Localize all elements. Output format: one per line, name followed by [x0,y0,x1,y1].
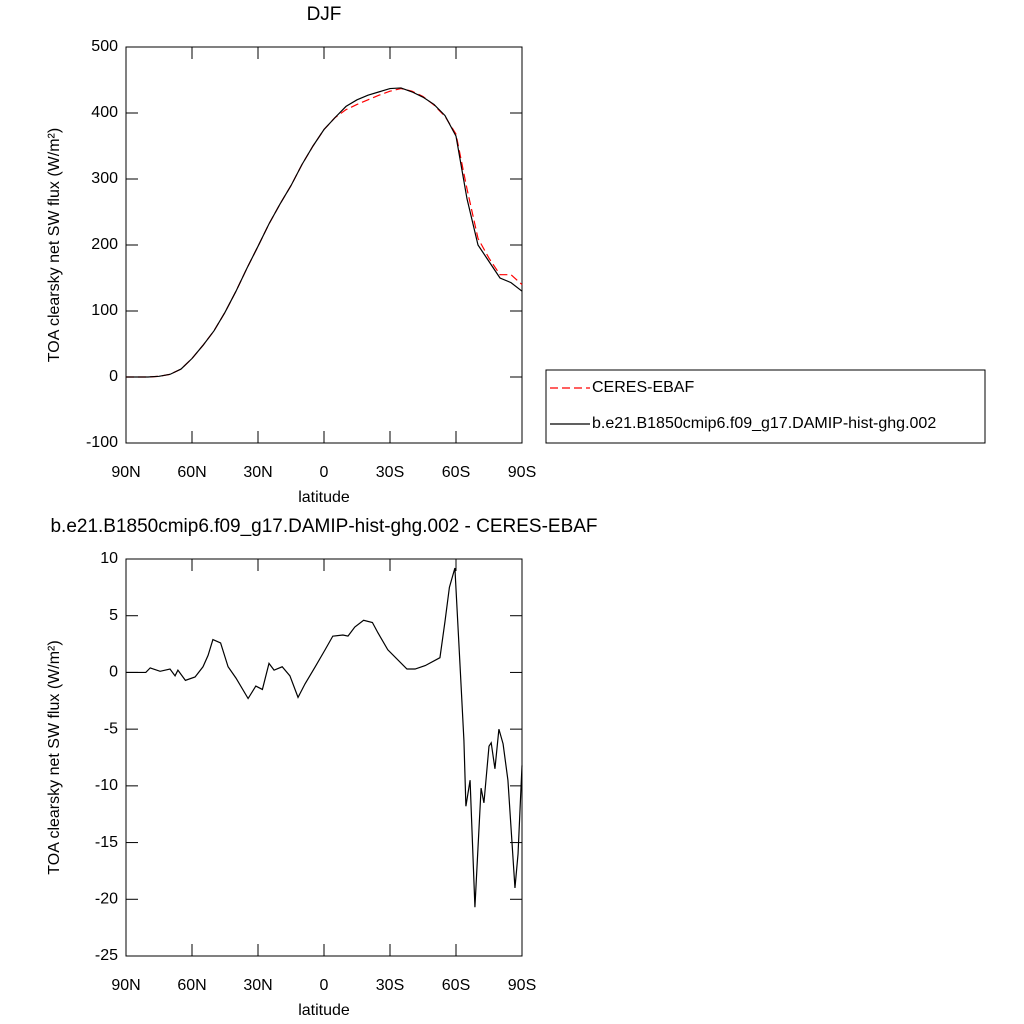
plot-frame [125,558,523,957]
y-tick-label: 400 [91,104,118,121]
legend-label: b.e21.B1850cmip6.f09_g17.DAMIP-hist-ghg.… [592,415,936,432]
y-tick-label: -15 [95,834,118,851]
plot-frame [125,46,523,444]
x-tick-label: 60S [442,977,470,994]
x-tick-label: 60N [177,977,206,994]
data-line [126,87,523,378]
x-tick-label: 90N [111,464,140,481]
x-tick-label: 30N [243,977,272,994]
y-axis-label: TOA clearsky net SW flux (W/m²) [46,640,63,874]
x-axis-label: latitude [298,1002,350,1019]
y-tick-label: -25 [95,947,118,964]
y-tick-label: -5 [104,720,118,737]
y-tick-label: 0 [109,368,118,385]
y-tick-label: 300 [91,170,118,187]
x-tick-label: 90N [111,977,140,994]
y-tick-label: 10 [100,550,118,567]
y-tick-label: -10 [95,777,118,794]
x-tick-label: 60N [177,464,206,481]
x-tick-label: 90S [508,977,536,994]
x-axis-label: latitude [298,489,350,506]
data-line [126,87,523,378]
y-tick-label: 0 [109,664,118,681]
y-tick-label: 200 [91,236,118,253]
y-axis-label: TOA clearsky net SW flux (W/m²) [46,128,63,362]
data-line [126,567,523,908]
legend-frame [545,369,986,444]
y-tick-label: 5 [109,607,118,624]
y-tick-label: 500 [91,38,118,55]
x-tick-label: 90S [508,464,536,481]
x-tick-label: 30S [376,977,404,994]
x-tick-label: 30S [376,464,404,481]
legend-label: CERES-EBAF [592,379,694,396]
y-tick-label: -100 [86,434,118,451]
chart-title: DJF [307,4,342,25]
y-tick-label: -20 [95,891,118,908]
x-tick-label: 60S [442,464,470,481]
chart-title: b.e21.B1850cmip6.f09_g17.DAMIP-hist-ghg.… [50,516,597,537]
x-tick-label: 30N [243,464,272,481]
y-tick-label: 100 [91,302,118,319]
x-tick-label: 0 [320,464,329,481]
x-tick-label: 0 [320,977,329,994]
